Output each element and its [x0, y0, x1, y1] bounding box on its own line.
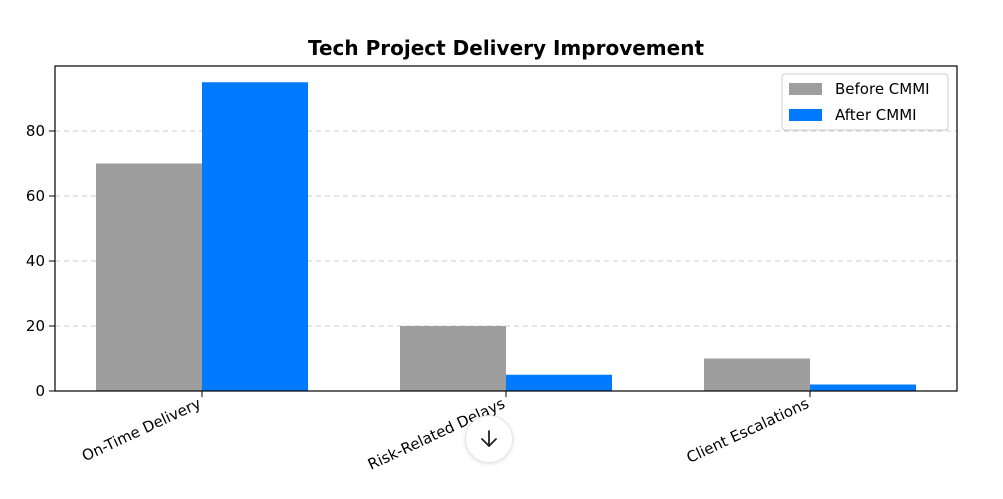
x-tick-label: Client Escalations [684, 394, 812, 467]
legend-label-after: After CMMI [835, 106, 917, 124]
scroll-down-button[interactable] [465, 415, 513, 463]
x-axis: On-Time Delivery Risk-Related Delays Clien… [79, 391, 812, 474]
legend: Before CMMI After CMMI [782, 74, 948, 130]
bar-after-1 [202, 82, 308, 391]
y-axis: 0 20 40 60 80 [26, 122, 55, 400]
y-tick-label: 40 [26, 252, 45, 270]
y-tick-label: 0 [35, 382, 45, 400]
chart-title: Tech Project Delivery Improvement [308, 36, 704, 60]
bar-after-3 [810, 385, 916, 392]
arrow-down-icon [478, 428, 500, 450]
bar-before-3 [704, 359, 810, 392]
bar-after-2 [506, 375, 612, 391]
y-tick-label: 20 [26, 317, 45, 335]
legend-swatch-before [789, 83, 822, 95]
legend-label-before: Before CMMI [835, 80, 930, 98]
bar-before-1 [96, 164, 202, 392]
bar-before-2 [400, 326, 506, 391]
y-tick-label: 80 [26, 122, 45, 140]
y-tick-label: 60 [26, 187, 45, 205]
legend-swatch-after [789, 109, 822, 121]
x-tick-label: On-Time Delivery [79, 394, 204, 465]
